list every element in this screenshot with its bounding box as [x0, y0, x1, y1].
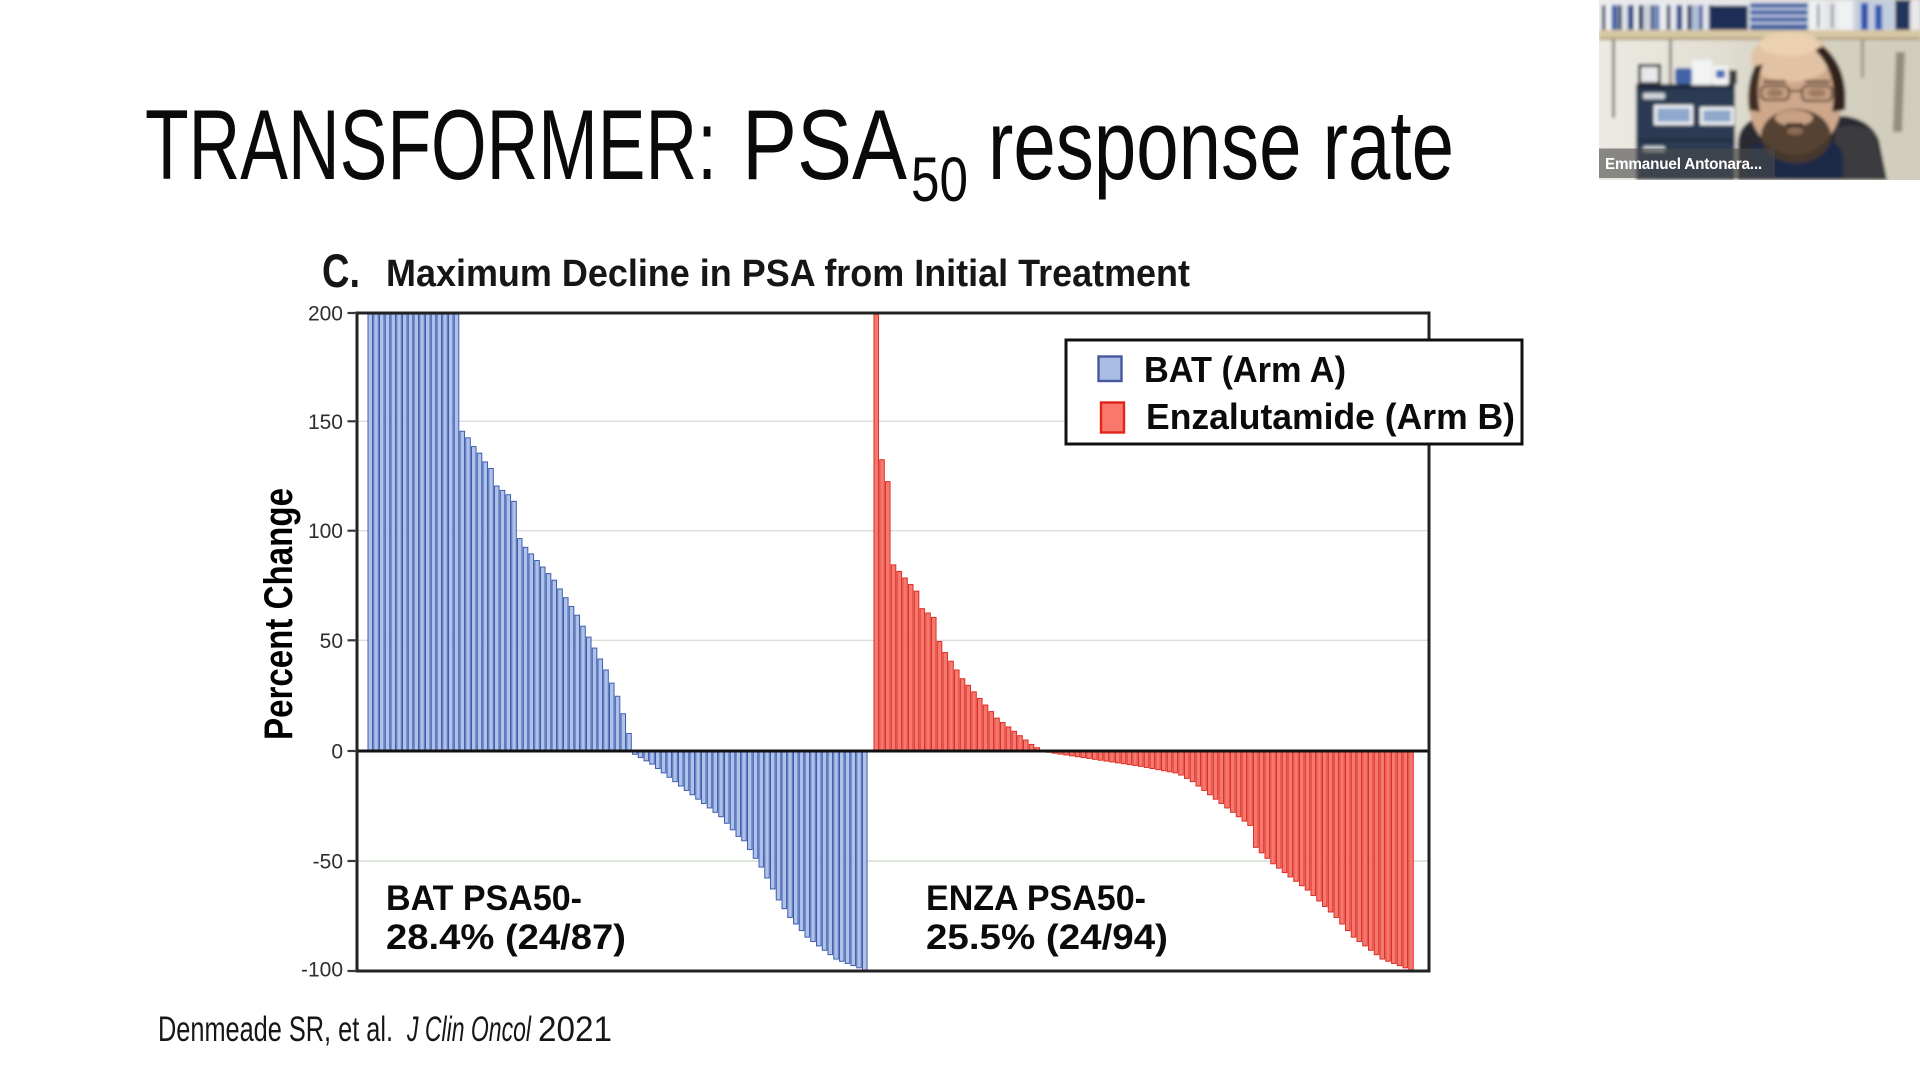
svg-text:100: 100 — [308, 520, 343, 543]
svg-text:28.4% (24/87): 28.4% (24/87) — [386, 918, 626, 957]
svg-text:TRANSFORMER:: TRANSFORMER: — [145, 89, 717, 200]
svg-text:Maximum Decline in PSA from In: Maximum Decline in PSA from Initial Trea… — [386, 253, 1190, 295]
svg-text:Percent Change: Percent Change — [257, 488, 301, 740]
svg-text:BAT PSA50-: BAT PSA50- — [386, 879, 582, 918]
svg-text:PSA: PSA — [742, 89, 907, 200]
svg-text:Emmanuel Antonara...: Emmanuel Antonara... — [1605, 156, 1762, 173]
svg-text:-50: -50 — [313, 851, 343, 874]
svg-text:50: 50 — [911, 145, 968, 215]
svg-text:Denmeade SR, et al.: Denmeade SR, et al. — [158, 1010, 393, 1049]
svg-text:ENZA PSA50-: ENZA PSA50- — [926, 879, 1146, 918]
svg-text:25.5% (24/94): 25.5% (24/94) — [926, 918, 1168, 957]
svg-text:50: 50 — [320, 630, 343, 653]
svg-text:response rate: response rate — [988, 89, 1454, 200]
svg-text:C.: C. — [322, 244, 360, 297]
svg-text:BAT (Arm A): BAT (Arm A) — [1144, 349, 1346, 390]
svg-text:-100: -100 — [301, 959, 343, 982]
svg-text:200: 200 — [308, 303, 343, 326]
svg-text:Enzalutamide (Arm B): Enzalutamide (Arm B) — [1146, 396, 1515, 437]
svg-text:150: 150 — [308, 411, 343, 434]
svg-text:0: 0 — [331, 741, 343, 764]
svg-text:J Clin Oncol: J Clin Oncol — [406, 1010, 531, 1049]
svg-text:2021: 2021 — [538, 1010, 612, 1049]
